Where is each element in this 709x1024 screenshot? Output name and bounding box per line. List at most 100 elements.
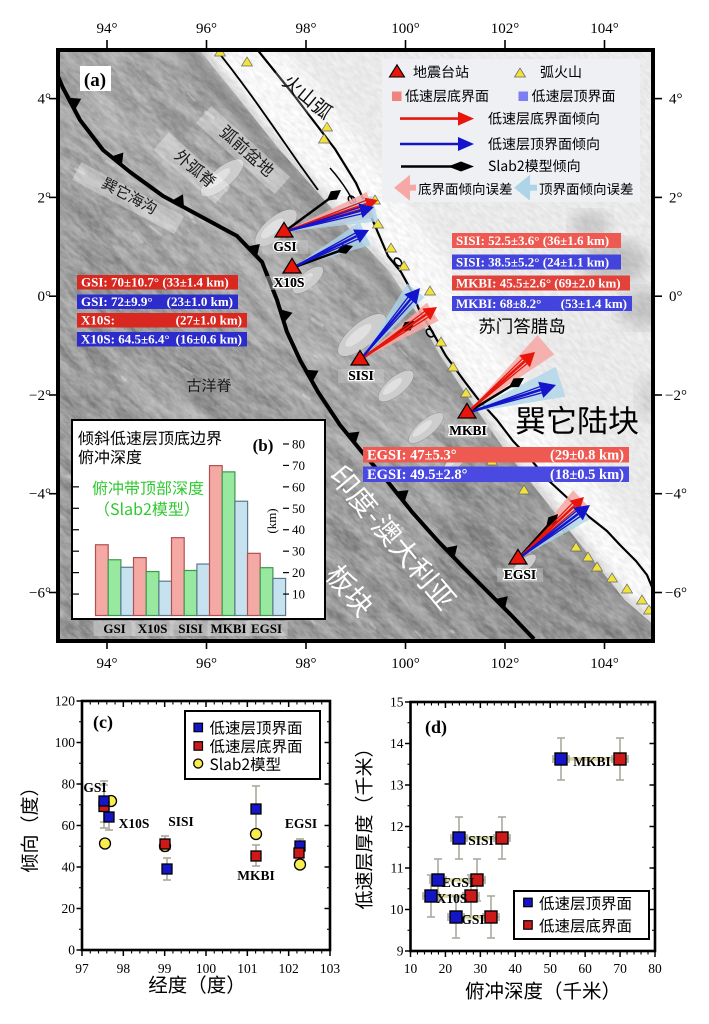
svg-text:13: 13 (390, 778, 404, 793)
svg-text:EGSI: EGSI (504, 567, 536, 582)
svg-text:(d): (d) (425, 717, 447, 738)
svg-text:102°: 102° (491, 656, 520, 672)
svg-text:70: 70 (292, 458, 305, 473)
svg-text:94°: 94° (97, 21, 118, 37)
svg-text:60: 60 (62, 818, 76, 833)
svg-text:120: 120 (55, 694, 76, 709)
svg-text:100°: 100° (391, 21, 420, 37)
svg-text:14: 14 (390, 736, 404, 751)
svg-text:(23±1.0 km): (23±1.0 km) (167, 294, 233, 309)
svg-text:(27±1.0 km): (27±1.0 km) (176, 312, 242, 327)
svg-text:0°: 0° (669, 289, 683, 305)
svg-text:99: 99 (158, 961, 172, 976)
svg-text:MKBI: 45.5±2.6° (69±2.0 km): MKBI: 45.5±2.6° (69±2.0 km) (456, 275, 621, 290)
svg-text:(c): (c) (93, 712, 113, 733)
svg-text:GSI: GSI (273, 239, 296, 254)
svg-text:20: 20 (439, 961, 453, 976)
svg-text:10: 10 (292, 587, 305, 602)
svg-text:96°: 96° (196, 21, 217, 37)
svg-text:70: 70 (613, 961, 627, 976)
svg-text:100: 100 (196, 961, 217, 976)
svg-text:MKBI: 68±8.2°: MKBI: 68±8.2° (456, 296, 541, 311)
svg-text:20: 20 (62, 901, 76, 916)
svg-text:80: 80 (648, 961, 662, 976)
svg-text:(53±1.4 km): (53±1.4 km) (561, 296, 627, 311)
svg-text:98: 98 (117, 961, 131, 976)
svg-text:(km): (km) (264, 508, 279, 533)
svg-text:MKBI: MKBI (210, 621, 246, 636)
svg-text:SISI: SISI (168, 814, 194, 829)
svg-text:98°: 98° (296, 21, 317, 37)
svg-text:30: 30 (292, 544, 305, 559)
svg-text:SISI: SISI (348, 368, 374, 383)
svg-text:2°: 2° (38, 190, 52, 206)
svg-text:EGSI: EGSI (251, 621, 282, 636)
svg-text:0°: 0° (38, 289, 52, 305)
svg-text:94°: 94° (97, 656, 118, 672)
svg-text:SISI: 52.5±3.6° (36±1.6 km): SISI: 52.5±3.6° (36±1.6 km) (456, 233, 609, 248)
svg-text:(29±0.8 km): (29±0.8 km) (550, 447, 624, 463)
svg-text:X10S: 64.5±6.4°: X10S: 64.5±6.4° (81, 331, 170, 346)
svg-text:40: 40 (292, 522, 305, 537)
svg-text:−2°: −2° (665, 388, 687, 404)
svg-text:12: 12 (390, 819, 404, 834)
svg-text:96°: 96° (196, 656, 217, 672)
svg-text:100°: 100° (391, 656, 420, 672)
svg-text:40: 40 (62, 860, 76, 875)
svg-text:−6°: −6° (29, 586, 51, 602)
svg-text:(16±0.6 km): (16±0.6 km) (176, 331, 242, 346)
svg-text:MKBI: MKBI (573, 754, 611, 769)
svg-text:SISI: SISI (178, 621, 203, 636)
svg-text:30: 30 (474, 961, 488, 976)
svg-text:98°: 98° (296, 656, 317, 672)
svg-text:X10S: X10S (119, 816, 150, 831)
svg-text:−4°: −4° (29, 487, 51, 503)
svg-text:−4°: −4° (665, 487, 687, 503)
svg-text:EGSI: EGSI (285, 816, 317, 831)
svg-text:X10S: X10S (437, 891, 468, 906)
svg-text:MKBI: MKBI (449, 423, 487, 438)
svg-text:(b): (b) (253, 436, 274, 455)
svg-text:4°: 4° (38, 92, 52, 108)
svg-text:GSI: 70±10.7° (33±1.4 km): GSI: 70±10.7° (33±1.4 km) (81, 274, 229, 289)
svg-text:0: 0 (68, 943, 75, 958)
svg-text:SISI: SISI (468, 833, 494, 848)
svg-text:20: 20 (292, 565, 305, 580)
svg-text:GSI: GSI (273, 239, 296, 254)
svg-text:97: 97 (75, 961, 89, 976)
svg-text:102°: 102° (491, 21, 520, 37)
svg-text:80: 80 (62, 777, 76, 792)
svg-text:101: 101 (237, 961, 257, 976)
svg-text:EGSI: EGSI (442, 875, 474, 890)
svg-text:X10S: X10S (274, 275, 305, 290)
svg-text:80: 80 (292, 436, 305, 451)
svg-text:102: 102 (279, 961, 299, 976)
svg-text:40: 40 (509, 961, 523, 976)
svg-text:MKBI: MKBI (449, 423, 487, 438)
svg-text:103: 103 (320, 961, 341, 976)
svg-text:50: 50 (543, 961, 557, 976)
svg-text:15: 15 (390, 695, 404, 710)
svg-text:(a): (a) (84, 70, 106, 91)
svg-text:100: 100 (55, 735, 76, 750)
svg-text:4°: 4° (669, 92, 683, 108)
svg-text:10: 10 (390, 902, 404, 917)
svg-text:GSI: 72±9.9°: GSI: 72±9.9° (81, 294, 153, 309)
svg-text:GSI: GSI (83, 780, 106, 795)
svg-text:60: 60 (578, 961, 592, 976)
svg-text:X10S: X10S (138, 621, 168, 636)
svg-text:−6°: −6° (665, 586, 687, 602)
svg-text:X10S: X10S (274, 275, 305, 290)
svg-text:11: 11 (391, 861, 404, 876)
svg-text:EGSI: 49.5±2.8°: EGSI: 49.5±2.8° (367, 467, 468, 483)
svg-text:GSI: GSI (461, 912, 484, 927)
svg-text:X10S:: X10S: (81, 312, 115, 327)
svg-text:SISI: 38.5±5.2° (24±1.1 km): SISI: 38.5±5.2° (24±1.1 km) (456, 254, 609, 269)
svg-text:EGSI: 47±5.3°: EGSI: 47±5.3° (367, 447, 457, 463)
svg-text:(18±0.5 km): (18±0.5 km) (550, 467, 624, 483)
svg-text:EGSI: EGSI (504, 567, 536, 582)
svg-text:60: 60 (292, 479, 305, 494)
svg-text:9: 9 (397, 944, 404, 959)
svg-text:10: 10 (404, 961, 418, 976)
svg-text:104°: 104° (590, 656, 619, 672)
